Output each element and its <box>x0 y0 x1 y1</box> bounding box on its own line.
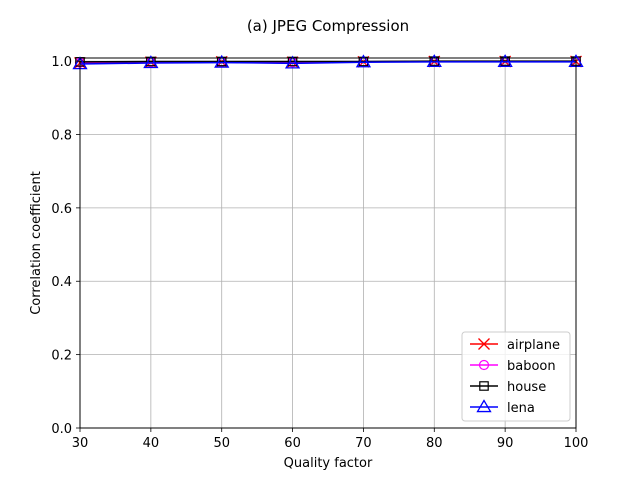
y-tick-label: 0.2 <box>51 349 72 364</box>
x-tick-label: 30 <box>72 436 89 451</box>
legend: airplane baboon house lena <box>461 331 571 422</box>
triangle-marker <box>426 54 442 68</box>
tick-layer: 30 40 50 60 70 80 90 100 0.0 0.2 0.4 0.6 0.8 1.0 <box>51 55 588 451</box>
y-tick-label: 0.4 <box>51 275 72 290</box>
x-tick-label: 80 <box>426 436 443 451</box>
x-tick-label: 50 <box>213 436 230 451</box>
x-tick-label: 100 <box>564 436 589 451</box>
legend-label: lena <box>507 401 535 416</box>
legend-item-baboon: baboon <box>470 359 556 374</box>
legend-item-lena: lena <box>470 399 535 416</box>
square-marker <box>479 381 489 391</box>
x-tick-label: 40 <box>143 436 160 451</box>
triangle-marker <box>214 54 230 68</box>
legend-label: airplane <box>507 338 560 353</box>
legend-box <box>461 331 571 422</box>
x-axis-label: Quality factor <box>284 456 373 471</box>
circle-marker <box>478 359 490 371</box>
legend-label: house <box>507 380 546 395</box>
series-line <box>79 61 576 65</box>
legend-item-house: house <box>470 380 546 395</box>
x-tick-label: 90 <box>497 436 514 451</box>
legend-label: baboon <box>507 359 556 374</box>
triangle-marker <box>476 399 492 413</box>
triangle-marker <box>497 54 513 68</box>
triangle-marker <box>143 55 159 69</box>
series-lena <box>72 54 584 70</box>
triangle-marker <box>284 55 301 69</box>
y-tick-label: 0.8 <box>51 128 72 143</box>
x-tick-label: 70 <box>355 436 372 451</box>
y-tick-label: 0.0 <box>51 422 72 437</box>
x-marker <box>478 338 490 350</box>
y-axis-label: Correlation coefficient <box>29 171 44 315</box>
chart-title: (a) JPEG Compression <box>247 17 409 35</box>
series-layer <box>72 54 584 70</box>
y-tick-label: 0.6 <box>51 202 72 217</box>
triangle-marker <box>355 54 372 68</box>
plot-frame <box>79 57 577 429</box>
x-tick-label: 60 <box>284 436 301 451</box>
y-tick-label: 1.0 <box>51 55 72 70</box>
legend-item-airplane: airplane <box>470 338 560 353</box>
